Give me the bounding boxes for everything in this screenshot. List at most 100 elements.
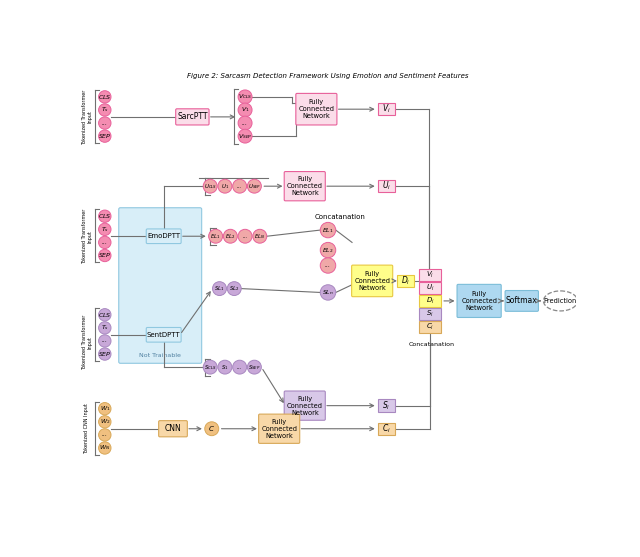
Text: $V_i$: $V_i$: [426, 270, 435, 280]
Text: Fully
Connected
Network: Fully Connected Network: [461, 291, 497, 311]
Text: $U_{SEP}$: $U_{SEP}$: [248, 182, 261, 190]
Bar: [378, 399, 395, 412]
Text: $SEP$: $SEP$: [98, 350, 111, 358]
Text: $SL_2$: $SL_2$: [229, 284, 239, 293]
Text: $SL_1$: $SL_1$: [214, 284, 225, 293]
Bar: [419, 269, 441, 281]
Text: $C_i$: $C_i$: [426, 322, 435, 332]
FancyBboxPatch shape: [119, 208, 202, 363]
Text: $V_i$: $V_i$: [382, 103, 390, 115]
Text: $U_{CLS}$: $U_{CLS}$: [204, 182, 217, 190]
Circle shape: [320, 242, 336, 258]
Circle shape: [99, 348, 111, 360]
Text: $C$: $C$: [209, 424, 215, 433]
Text: Tokenized CNN Input: Tokenized CNN Input: [84, 403, 90, 454]
Circle shape: [248, 360, 261, 374]
Text: Fully
Connected
Network: Fully Connected Network: [287, 395, 323, 416]
Circle shape: [99, 250, 111, 262]
Text: $T_s$: $T_s$: [100, 105, 109, 114]
Text: $SEP$: $SEP$: [98, 252, 111, 260]
FancyBboxPatch shape: [457, 285, 501, 317]
Text: $EL_1$: $EL_1$: [322, 226, 334, 234]
FancyBboxPatch shape: [296, 94, 337, 125]
Circle shape: [320, 285, 336, 300]
Circle shape: [233, 179, 246, 193]
Text: $U_i$: $U_i$: [381, 180, 390, 192]
Circle shape: [99, 104, 111, 116]
FancyBboxPatch shape: [505, 291, 538, 311]
Text: $C_i$: $C_i$: [381, 423, 390, 435]
Circle shape: [238, 129, 252, 143]
Circle shape: [99, 223, 111, 236]
Bar: [419, 321, 441, 333]
Bar: [397, 275, 414, 287]
FancyBboxPatch shape: [351, 265, 393, 297]
Text: $EL_2$: $EL_2$: [322, 246, 334, 255]
Text: ...: ...: [243, 234, 248, 239]
Text: Prediction: Prediction: [544, 298, 577, 304]
Text: $EL_1$: $EL_1$: [211, 232, 221, 241]
Text: $EL_N$: $EL_N$: [254, 232, 266, 241]
Text: $V_1$: $V_1$: [241, 105, 250, 114]
Circle shape: [99, 416, 111, 428]
Text: $W_1$: $W_1$: [100, 404, 110, 413]
FancyBboxPatch shape: [284, 391, 325, 421]
Text: $CLS$: $CLS$: [98, 93, 111, 101]
Text: SentDPTT: SentDPTT: [147, 332, 180, 338]
Text: ...: ...: [237, 184, 243, 189]
Circle shape: [223, 229, 237, 243]
Text: Fully
Connected
Network: Fully Connected Network: [261, 419, 297, 439]
Text: Not Trainable: Not Trainable: [140, 353, 181, 358]
Text: Figure 2: Sarcasm Detection Framework Using Emotion and Sentiment Features: Figure 2: Sarcasm Detection Framework Us…: [188, 73, 468, 79]
Circle shape: [99, 429, 111, 441]
Circle shape: [204, 179, 217, 193]
Text: Tokenized Transformer
Input: Tokenized Transformer Input: [81, 315, 92, 370]
Text: Concatanation: Concatanation: [314, 214, 365, 220]
Text: $V_{CLS}$: $V_{CLS}$: [238, 92, 252, 101]
Circle shape: [238, 90, 252, 104]
Circle shape: [238, 116, 252, 130]
Bar: [419, 282, 441, 294]
Text: ...: ...: [237, 365, 243, 370]
Text: $CLS$: $CLS$: [98, 311, 111, 319]
FancyBboxPatch shape: [159, 421, 188, 437]
Text: ...: ...: [242, 120, 248, 125]
Bar: [378, 423, 395, 435]
Circle shape: [99, 309, 111, 321]
Circle shape: [99, 322, 111, 334]
Circle shape: [238, 229, 252, 243]
FancyBboxPatch shape: [147, 229, 181, 243]
Text: $SL_n$: $SL_n$: [322, 288, 334, 297]
Text: Tokenized Transformer
Input: Tokenized Transformer Input: [81, 89, 92, 145]
Bar: [419, 308, 441, 320]
Text: EmoDPTT: EmoDPTT: [147, 233, 180, 240]
Circle shape: [227, 282, 241, 296]
Circle shape: [99, 403, 111, 415]
Text: $S_i$: $S_i$: [426, 309, 434, 319]
Text: $S_1$: $S_1$: [221, 363, 228, 372]
FancyBboxPatch shape: [284, 172, 325, 201]
Circle shape: [320, 258, 336, 273]
Text: Fully
Connected
Network: Fully Connected Network: [298, 99, 334, 119]
FancyBboxPatch shape: [259, 414, 300, 443]
Text: ...: ...: [102, 339, 108, 344]
Text: $S_{CLS}$: $S_{CLS}$: [204, 363, 216, 372]
Circle shape: [99, 130, 111, 142]
Bar: [378, 103, 395, 115]
Text: $T_s$: $T_s$: [100, 324, 109, 333]
Text: $U_1$: $U_1$: [221, 182, 229, 190]
Circle shape: [99, 442, 111, 454]
Text: CNN: CNN: [164, 424, 181, 433]
Text: $D_i$: $D_i$: [426, 296, 435, 306]
Text: ...: ...: [325, 263, 331, 268]
Text: ...: ...: [102, 240, 108, 245]
Circle shape: [253, 229, 267, 243]
Text: $CLS$: $CLS$: [98, 212, 111, 220]
Circle shape: [218, 179, 232, 193]
Circle shape: [99, 91, 111, 103]
Circle shape: [218, 360, 232, 374]
Text: $V_{SEP}$: $V_{SEP}$: [238, 131, 252, 140]
Circle shape: [248, 179, 261, 193]
Circle shape: [99, 335, 111, 347]
Circle shape: [212, 282, 227, 296]
